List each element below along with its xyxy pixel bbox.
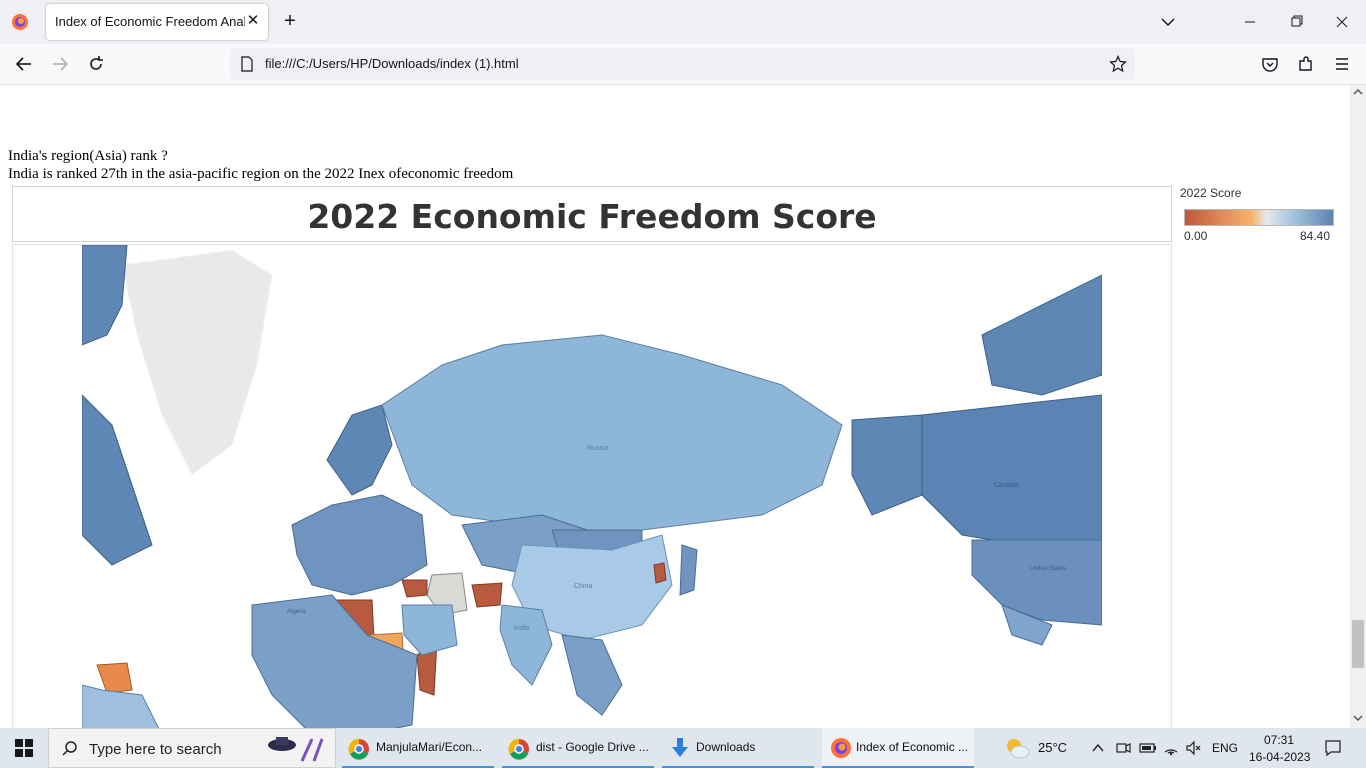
download-arrow-icon [672,738,688,757]
africa-region [251,594,418,728]
europe-region [291,494,428,596]
chart-title: 2022 Economic Freedom Score [307,197,877,236]
url-text: file:///C:/Users/HP/Downloads/index (1).… [265,56,519,71]
map-container: Russia China India Canada United States … [12,244,1172,728]
syria-region [401,579,428,598]
north-korea-region [653,562,667,584]
page-content: India's region(Asia) rank ? India is ran… [0,85,1350,728]
chevron-up-icon[interactable] [1092,742,1104,754]
scroll-down-arrow-icon[interactable] [1353,713,1363,723]
canada-east-region [82,394,153,566]
firefox-menu-icon[interactable] [10,12,30,32]
back-arrow-icon[interactable] [14,54,34,74]
vertical-scrollbar[interactable] [1350,85,1366,728]
legend-color-ramp[interactable] [1184,209,1334,226]
running-indicator [502,766,654,768]
arabia-region [401,604,458,656]
map-label-algeria: Algeria [287,609,306,615]
scroll-up-arrow-icon[interactable] [1353,87,1363,97]
united-states-region [971,539,1102,626]
notification-icon[interactable] [1324,739,1342,757]
greenland-region [121,249,273,476]
page-document-icon [241,56,253,72]
new-tab-plus-icon[interactable]: + [284,10,296,32]
chrome-icon [508,738,529,760]
reload-icon[interactable] [86,54,106,74]
windows-start-icon[interactable] [14,738,34,758]
wifi-icon[interactable] [1163,740,1179,756]
taskbar-app-firefox[interactable]: Index of Economic ... [822,728,974,768]
close-window-icon[interactable] [1332,12,1352,32]
map-label-canada: Canada [994,482,1019,489]
taskbar-app-label: Index of Economic ... [856,740,969,754]
taskbar-app-label: Downloads [696,740,756,754]
legend-title: 2022 Score [1180,186,1242,200]
tab-index-economic-freedom[interactable]: Index of Economic Freedom Analysi ✕ [46,4,268,40]
chrome-icon [348,738,369,760]
forward-arrow-icon[interactable] [50,54,70,74]
map-label-india: India [514,625,529,632]
choropleth-world-map[interactable]: Russia China India Canada United States … [82,245,1102,728]
question-text: India's region(Asia) rank ? [8,148,168,164]
search-placeholder: Type here to search [89,741,222,758]
canada-region [921,394,1102,546]
running-indicator [342,766,494,768]
russia-region [381,334,843,536]
tab-strip: Index of Economic Freedom Analysi ✕ + [0,0,1366,44]
scrollbar-thumb[interactable] [1352,620,1364,668]
china-region [511,534,673,641]
hamburger-menu-icon[interactable] [1332,54,1352,74]
mexico-region [1001,604,1053,646]
battery-icon[interactable] [1139,741,1157,755]
windows-taskbar: Type here to search ManjulaMari/Econ... … [0,728,1366,768]
taskbar-app-label: ManjulaMari/Econ... [376,740,483,754]
search-icon [62,741,77,756]
input-language[interactable]: ENG [1212,741,1239,755]
running-indicator [662,766,814,768]
canada-arctic-islands [981,274,1102,396]
url-bar[interactable]: file:///C:/Users/HP/Downloads/index (1).… [230,48,1135,80]
taskbar-app-chrome-2[interactable]: dist - Google Drive ... [502,728,654,768]
taskbar-app-downloads[interactable]: Downloads [662,728,814,768]
map-label-russia: Russia [587,445,609,452]
north-america-east-region [82,245,128,346]
search-highlight-icon [268,737,324,762]
map-label-china: China [574,583,592,590]
list-all-tabs-chevron-icon[interactable] [1158,12,1178,32]
map-label-united-states: United States [1030,566,1066,572]
south-america-region [82,684,160,728]
legend-min-value: 0.00 [1184,229,1208,243]
taskbar-app-chrome-1[interactable]: ManjulaMari/Econ... [342,728,494,768]
restore-icon[interactable] [1286,12,1306,32]
meet-now-icon[interactable] [1115,740,1131,756]
volume-muted-icon[interactable] [1186,740,1202,756]
clock-date[interactable]: 16-04-2023 [1249,750,1311,764]
taskbar-app-label: dist - Google Drive ... [536,740,649,754]
taskbar-search-box[interactable]: Type here to search [48,728,336,768]
answer-text: India is ranked 27th in the asia-pacific… [8,166,514,182]
japan-region [679,544,698,596]
scandinavia-region [326,404,393,496]
venezuela-region [96,662,133,694]
southeast-asia-region [561,634,623,716]
chart-title-box: 2022 Economic Freedom Score [12,186,1172,242]
extensions-puzzle-icon[interactable] [1296,54,1316,74]
india-region [499,604,553,686]
alaska-region [851,414,923,516]
clock-time[interactable]: 07:31 [1264,733,1295,747]
bookmark-star-icon[interactable] [1109,55,1127,73]
tab-title: Index of Economic Freedom Analysi [55,14,245,29]
pocket-icon[interactable] [1260,54,1280,74]
firefox-icon [831,738,851,758]
tab-close-icon[interactable]: ✕ [246,12,260,29]
browser-window: Index of Economic Freedom Analysi ✕ + fi… [0,0,1366,728]
running-indicator [822,766,974,768]
navigation-bar: file:///C:/Users/HP/Downloads/index (1).… [0,44,1366,85]
weather-temperature[interactable]: 25°C [1038,740,1068,755]
legend-max-value: 84.40 [1300,229,1331,243]
afghanistan-region [471,582,503,608]
minimize-icon[interactable] [1240,12,1260,32]
weather-icon[interactable] [1004,736,1030,760]
